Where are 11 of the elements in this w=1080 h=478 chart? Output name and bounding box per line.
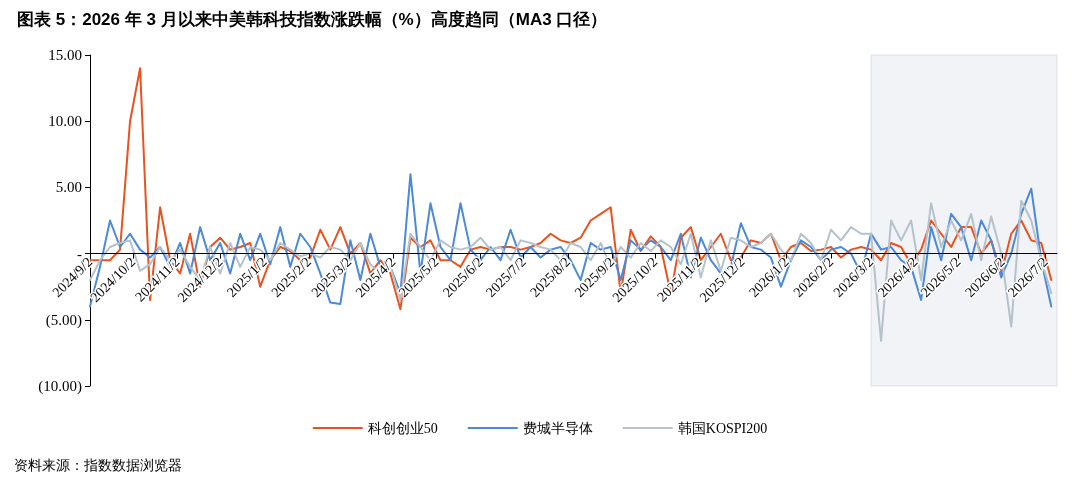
legend-label: 科创创业50 <box>367 420 438 436</box>
y-tick-label: - <box>77 245 82 262</box>
legend-label: 韩国KOSPI200 <box>677 420 768 436</box>
y-tick-label: 5.00 <box>55 179 82 196</box>
legend-label: 费城半导体 <box>522 420 593 436</box>
text: 资料来源：指数数据浏览器 <box>14 457 182 473</box>
y-tick-label: 10.00 <box>48 113 82 130</box>
y-tick-label: (10.00) <box>38 378 82 395</box>
y-tick-label: 15.00 <box>48 47 82 63</box>
chart-title: 图表 5：2026 年 3 月以来中美韩科技指数涨跌幅（%）高度趋同（MA3 口径） <box>17 10 608 29</box>
y-tick-label: (5.00) <box>45 311 82 329</box>
